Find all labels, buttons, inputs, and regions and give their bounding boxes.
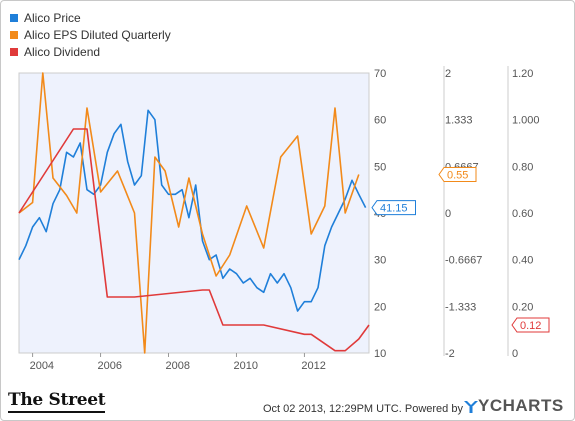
- ycharts-wordmark: YCHARTS: [478, 396, 564, 415]
- y-tick-label-axis1: 0: [445, 208, 451, 220]
- end-label-box: [511, 317, 550, 333]
- end-label-layer: 41.15 0.55 0.12: [371, 167, 550, 333]
- y-tick-label-axis2: 0.80: [512, 161, 533, 173]
- y-tick-label-axis1: 2: [445, 68, 451, 80]
- series-line-1: [18, 72, 360, 354]
- y-tick-label-axis1: -2: [445, 348, 455, 360]
- legend-label-eps: Alico EPS Diluted Quarterly: [24, 27, 171, 42]
- legend-label-dividend: Alico Dividend: [24, 44, 101, 59]
- y-tick-label-axis0: 10: [374, 348, 386, 360]
- y-tick-label-axis0: 60: [374, 115, 386, 127]
- y-tick-label-axis0: 50: [374, 161, 386, 173]
- legend-item-eps[interactable]: Alico EPS Diluted Quarterly: [10, 26, 171, 43]
- y-tick-label-axis2: 0.60: [512, 208, 533, 220]
- axis-layer: 200420062008201020127060504030201021.333…: [30, 68, 540, 372]
- end-label-box: [438, 167, 477, 182]
- y-tick-label-axis1: 1.333: [445, 115, 473, 127]
- legend-swatch-eps: [10, 30, 18, 39]
- timestamp: Oct 02 2013, 12:29PM UTC.: [263, 403, 402, 415]
- y-tick-label-axis0: 30: [374, 255, 386, 267]
- x-tick-label: 2004: [30, 360, 54, 372]
- legend: Alico Price Alico EPS Diluted Quarterly …: [10, 9, 171, 60]
- legend-swatch-price: [10, 13, 18, 22]
- legend-swatch-dividend: [10, 47, 18, 56]
- footer-text: Oct 02 2013, 12:29PM UTC. Powered by: [263, 403, 463, 415]
- y-tick-label-axis2: 0: [512, 348, 518, 360]
- end-label-text: 41.15: [380, 203, 408, 215]
- powered-by: Powered by: [404, 403, 463, 415]
- end-label-text: 0.12: [520, 320, 541, 332]
- y-tick-label-axis2: 1.000: [512, 115, 540, 127]
- the-street-logo: The Street: [8, 390, 106, 413]
- y-tick-label-axis1: -1.333: [445, 301, 476, 313]
- series-layer: [18, 72, 370, 354]
- x-tick-label: 2008: [166, 360, 190, 372]
- plot-area: [18, 72, 370, 354]
- x-tick-label: 2012: [301, 360, 325, 372]
- end-label-box: [371, 200, 416, 216]
- y-tick-label-axis0: 70: [374, 68, 386, 80]
- series-line-2: [18, 128, 370, 352]
- ycharts-icon: [464, 401, 478, 413]
- ycharts-logo: YCHARTS: [464, 396, 564, 416]
- legend-label-price: Alico Price: [24, 10, 81, 25]
- y-tick-label-axis1: -0.6667: [445, 255, 482, 267]
- legend-item-price[interactable]: Alico Price: [10, 9, 171, 26]
- legend-item-dividend[interactable]: Alico Dividend: [10, 43, 171, 60]
- series-line-0: [18, 109, 367, 312]
- y-tick-label-axis2: 1.20: [512, 68, 533, 80]
- x-tick-label: 2006: [98, 360, 122, 372]
- y-tick-label-axis2: 0.40: [512, 255, 533, 267]
- y-tick-label-axis2: 0.20: [512, 301, 533, 313]
- x-tick-label: 2010: [233, 360, 257, 372]
- end-label-text: 0.55: [447, 170, 468, 182]
- y-tick-label-axis0: 20: [374, 301, 386, 313]
